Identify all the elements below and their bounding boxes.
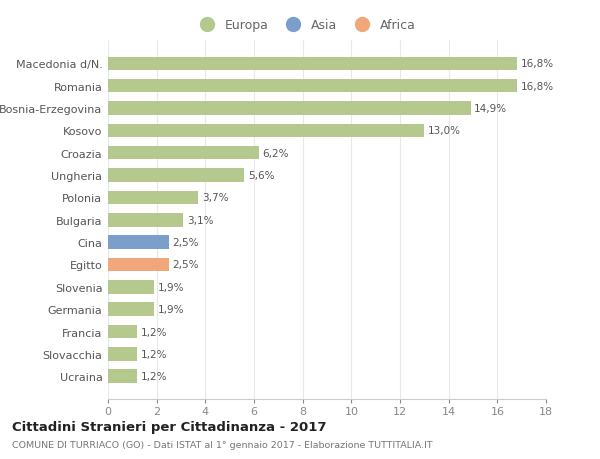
- Text: 5,6%: 5,6%: [248, 171, 274, 181]
- Bar: [108, 169, 244, 182]
- Text: Cittadini Stranieri per Cittadinanza - 2017: Cittadini Stranieri per Cittadinanza - 2…: [12, 420, 326, 433]
- Bar: [108, 258, 169, 272]
- Text: 3,1%: 3,1%: [187, 215, 214, 225]
- Text: 3,7%: 3,7%: [202, 193, 228, 203]
- Text: COMUNE DI TURRIACO (GO) - Dati ISTAT al 1° gennaio 2017 - Elaborazione TUTTITALI: COMUNE DI TURRIACO (GO) - Dati ISTAT al …: [12, 440, 433, 449]
- Bar: [108, 213, 184, 227]
- Text: 6,2%: 6,2%: [263, 148, 289, 158]
- Bar: [108, 124, 424, 138]
- Bar: [108, 147, 259, 160]
- Bar: [108, 369, 137, 383]
- Text: 16,8%: 16,8%: [520, 59, 554, 69]
- Text: 1,2%: 1,2%: [141, 327, 167, 337]
- Bar: [108, 80, 517, 93]
- Text: 14,9%: 14,9%: [474, 104, 508, 114]
- Bar: [108, 347, 137, 361]
- Text: 2,5%: 2,5%: [172, 260, 199, 270]
- Text: 1,9%: 1,9%: [158, 282, 184, 292]
- Bar: [108, 191, 198, 205]
- Legend: Europa, Asia, Africa: Europa, Asia, Africa: [191, 15, 419, 36]
- Text: 1,2%: 1,2%: [141, 349, 167, 359]
- Bar: [108, 102, 470, 116]
- Bar: [108, 280, 154, 294]
- Bar: [108, 325, 137, 338]
- Bar: [108, 57, 517, 71]
- Text: 16,8%: 16,8%: [520, 82, 554, 91]
- Bar: [108, 236, 169, 249]
- Bar: [108, 303, 154, 316]
- Text: 2,5%: 2,5%: [172, 238, 199, 247]
- Text: 1,2%: 1,2%: [141, 371, 167, 381]
- Text: 13,0%: 13,0%: [428, 126, 461, 136]
- Text: 1,9%: 1,9%: [158, 304, 184, 314]
